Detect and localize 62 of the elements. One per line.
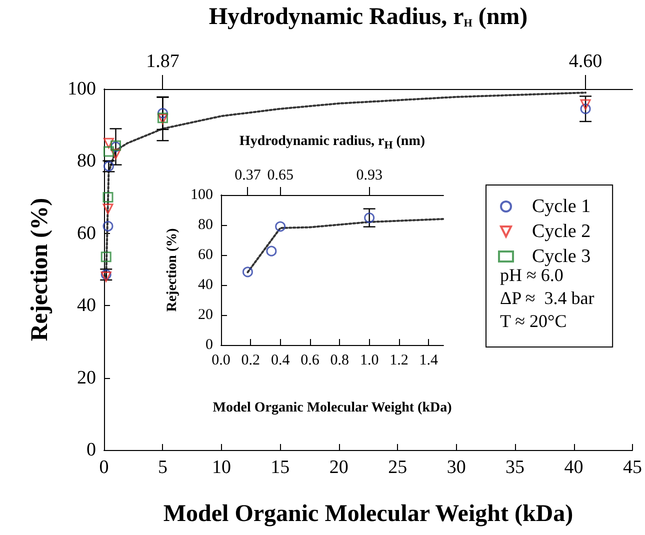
point — [580, 104, 591, 114]
x-tick-label: 15 — [270, 457, 290, 478]
point — [102, 220, 114, 232]
point — [242, 266, 253, 278]
y-tick-label: 0 — [206, 337, 213, 353]
point — [266, 246, 277, 256]
x2-axis-title: Hydrodynamic Radius, rH (nm) — [208, 4, 528, 30]
point — [580, 99, 591, 110]
y-tick-label: 80 — [77, 150, 96, 172]
x-tick-label: 0.2 — [241, 352, 260, 368]
annotation: pH ≈ 6.0 — [500, 265, 564, 285]
point — [275, 221, 286, 232]
annotation: 0.37 — [234, 168, 262, 184]
point — [103, 146, 114, 157]
point — [103, 138, 114, 148]
x-axis-title: Model Organic Molecular Weight (kDa) — [163, 501, 574, 527]
y-tick-label: 60 — [77, 222, 96, 244]
point — [364, 212, 375, 224]
x-tick-label: 0.6 — [300, 352, 320, 368]
x-tick-label: 20 — [329, 457, 348, 478]
y-tick-label: 40 — [77, 295, 96, 316]
y-tick-label: 100 — [190, 187, 213, 203]
legend-label: Cycle 2 — [532, 221, 591, 242]
x-axis-title: Model Organic Molecular Weight (kDa) — [212, 400, 452, 416]
x-tick-label: 0.4 — [270, 352, 290, 368]
x-tick-label: 1.0 — [360, 352, 379, 368]
y-tick-label: 80 — [198, 217, 213, 233]
x-tick-label: 40 — [564, 457, 584, 478]
point — [103, 161, 114, 172]
x-tick-label: 10 — [212, 457, 231, 478]
x-tick-label: 1.4 — [419, 352, 439, 368]
annotation: 0.93 — [356, 168, 382, 184]
y-tick-label: 0 — [86, 440, 96, 460]
y-tick-label: 40 — [198, 277, 213, 293]
y-axis-title: Rejection (%) — [165, 228, 180, 312]
annotation: 0.65 — [267, 168, 294, 184]
annotation: T ≈ 20°C — [500, 311, 567, 331]
x-tick-label: 0.8 — [330, 352, 350, 368]
x-tick-label: 0 — [99, 457, 109, 478]
y-tick-label: 20 — [77, 367, 96, 388]
point — [110, 148, 121, 160]
x-tick-label: 5 — [158, 457, 168, 478]
y-tick-label: 100 — [68, 78, 96, 100]
point — [100, 252, 112, 262]
y-axis-title: Rejection (%) — [27, 198, 53, 342]
y-tick-label: 20 — [198, 307, 213, 323]
x-tick-label: 1.2 — [390, 352, 408, 368]
text: 4.60 — [568, 51, 602, 72]
point — [157, 108, 168, 118]
y-tick-label: 60 — [198, 247, 213, 263]
x-tick-label: 35 — [506, 457, 525, 478]
legend-label: Cycle 1 — [532, 196, 591, 217]
text: 1.87 — [146, 51, 180, 72]
annotation: ΔP ≈ 3.4 bar — [500, 288, 594, 308]
legend-label: Cycle 3 — [532, 246, 591, 267]
x-tick-label: 30 — [446, 457, 466, 478]
x-tick-label: 0.0 — [212, 352, 230, 368]
point — [102, 204, 114, 214]
x-tick-label: 25 — [388, 457, 408, 478]
line-series — [246, 218, 444, 274]
point — [102, 192, 114, 203]
x-tick-label: 45 — [623, 457, 642, 478]
